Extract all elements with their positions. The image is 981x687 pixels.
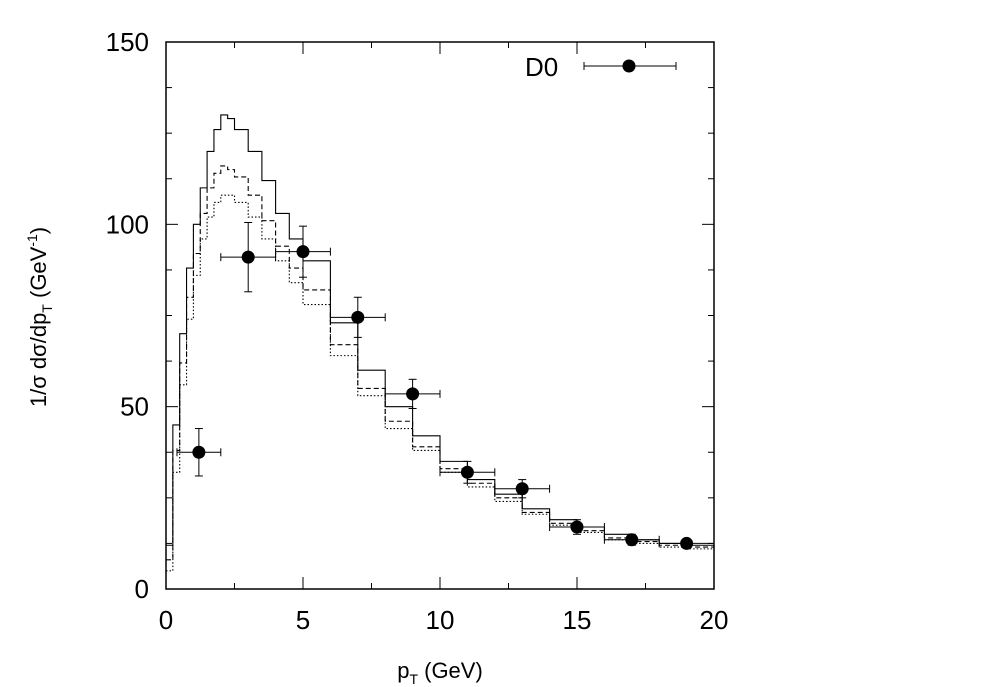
axis-ticks	[165, 41, 715, 590]
y-axis-title-sub: T	[39, 304, 55, 313]
y-axis-title-p3: )	[26, 227, 51, 234]
data-point	[603, 533, 660, 547]
data-marker	[406, 387, 420, 401]
data-point	[549, 519, 605, 535]
y-tick-label: 150	[106, 27, 149, 57]
x-tick-label: 10	[426, 605, 455, 635]
data-marker	[241, 250, 255, 264]
x-axis-title-sub: T	[409, 671, 418, 687]
y-tick-label: 0	[135, 574, 149, 604]
data-point	[494, 479, 551, 499]
data-marker	[625, 533, 639, 547]
data-point	[220, 222, 277, 293]
legend-marker	[583, 59, 677, 73]
data-point	[275, 225, 331, 278]
y-axis-title-p2: (GeV	[26, 246, 51, 304]
y-axis-title: 1/σ dσ/dpT (GeV-1)	[24, 227, 55, 407]
data-points	[176, 222, 715, 550]
plot-frame	[165, 41, 715, 590]
x-axis-title: pT (GeV)	[397, 658, 483, 687]
theory-curve-dotted	[166, 194, 715, 572]
data-marker	[515, 482, 529, 496]
x-tick-label: 20	[700, 605, 729, 635]
data-point	[329, 296, 386, 338]
data-marker	[296, 245, 310, 259]
data-point	[439, 460, 496, 484]
y-tick-label: 100	[106, 209, 149, 239]
data-marker	[192, 445, 206, 459]
y-tick-labels: 0 50 100 150	[106, 27, 149, 604]
data-point	[658, 536, 715, 550]
data-point	[384, 378, 441, 409]
data-marker	[460, 465, 474, 479]
y-axis-title-p1: 1/σ dσ/dp	[26, 313, 51, 407]
data-marker	[680, 536, 694, 550]
x-axis-title-rest: (GeV)	[418, 658, 483, 683]
x-tick-labels: 0 5 10 15 20	[159, 605, 729, 635]
x-tick-label: 0	[159, 605, 173, 635]
y-axis-title-sup: -1	[24, 234, 40, 247]
y-tick-label: 50	[120, 392, 149, 422]
x-axis-title-main: p	[397, 658, 409, 683]
x-tick-label: 15	[563, 605, 592, 635]
legend-marker-dot	[622, 59, 636, 73]
data-marker	[570, 520, 584, 534]
legend: D0	[525, 52, 677, 82]
plot-border	[165, 41, 715, 590]
data-marker	[351, 310, 365, 324]
theory-curves	[166, 114, 715, 572]
legend-label: D0	[525, 52, 558, 82]
x-tick-label: 5	[296, 605, 310, 635]
data-point	[176, 428, 222, 477]
